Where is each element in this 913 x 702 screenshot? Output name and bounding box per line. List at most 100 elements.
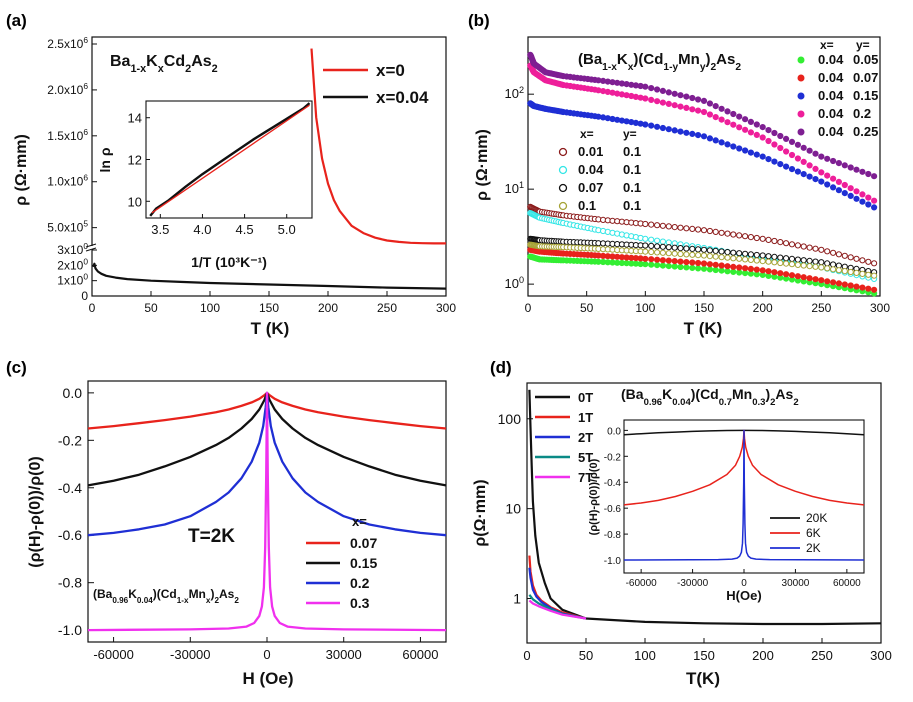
legend-x0-label: x=0: [376, 61, 405, 80]
series-b-2-point: [788, 166, 796, 173]
panel-label-d: (d): [490, 358, 512, 377]
series-b-0-point: [671, 263, 678, 270]
series-b-2-point: [677, 128, 684, 135]
series-b-1-point: [771, 269, 778, 276]
series-b-5-point: [759, 235, 766, 242]
series-b-7-point: [659, 243, 667, 250]
legend-b-xval-1: 0.04: [818, 70, 844, 85]
series-b-2-point: [824, 181, 831, 188]
series-b-5-point: [718, 229, 725, 236]
series-b-3-point: [800, 158, 807, 165]
series-b-5-point: [853, 255, 860, 262]
series-b-3-point: [835, 178, 843, 185]
series-b-1-point: [736, 264, 743, 271]
series-b-8-point: [830, 266, 837, 273]
series-b-3-point: [865, 194, 872, 201]
series-b-8-point: [689, 251, 696, 258]
panel-d-y-ticklabel-0: 1: [513, 591, 521, 607]
panel-a-x-ticklabel-2: 100: [200, 301, 220, 315]
panel-a-yu-ticklabel-1: 1.0x106: [47, 173, 88, 189]
series-b-1-point: [659, 257, 667, 264]
legend-d-label-1: 1T: [578, 410, 593, 425]
series-b-8-point: [718, 254, 725, 261]
series-b-3: [527, 62, 878, 204]
panel-a-axis-break-2: [85, 247, 97, 252]
series-b-7-point: [800, 257, 807, 264]
series-b-7-point: [712, 247, 719, 254]
legend-b-yval-3: 0.2: [853, 106, 871, 121]
series-b-8-point: [742, 256, 749, 263]
series-b-7-point: [806, 257, 813, 264]
series-b-1-point: [706, 261, 714, 268]
panel-c-y-ticklabel-4: -0.8: [58, 575, 82, 591]
legend-b-header-x: x=: [820, 38, 834, 52]
series-b-5-point: [835, 251, 843, 258]
series-b-3-point: [788, 151, 796, 159]
series-b-8-point: [753, 257, 760, 264]
series-b-2-point: [671, 127, 678, 134]
series-b-4-point: [695, 96, 702, 103]
series-b-8-point: [700, 252, 708, 259]
series-d-4-line: [528, 599, 587, 620]
panel-a-axis-break-gap: [86, 246, 96, 250]
series-x004-line: [92, 262, 447, 290]
series-b-8-point: [659, 249, 667, 256]
series-b-4-point: [665, 89, 672, 96]
series-b-5-point: [806, 244, 813, 251]
panel-b-x-ticklabel-1: 50: [580, 301, 594, 315]
series-b-7-point: [736, 250, 743, 257]
legend-c-header: x=: [352, 514, 367, 529]
panel-c-y-ticklabel-0: 0.0: [63, 385, 83, 401]
inset-d-y-ticklabel-1: -0.2: [604, 452, 622, 463]
inset-d-y-ticklabel-2: -0.4: [604, 478, 622, 489]
series-b-0: [527, 253, 878, 297]
series-b-4-point: [871, 173, 878, 180]
panel-label-c: (c): [6, 358, 27, 377]
legend-b2-swatch-7: [558, 183, 568, 193]
series-b-0-point: [677, 263, 684, 271]
panel-b-y-ticklabel-0: 100: [504, 275, 524, 291]
series-b-7-point: [654, 243, 661, 250]
series-b-5-point: [724, 230, 731, 237]
series-d-1-line: [528, 555, 587, 620]
series-b-0-point: [659, 262, 667, 269]
series-b-1-point: [806, 275, 813, 282]
panel-d-x-ticklabel-5: 250: [811, 648, 833, 663]
series-b-5-point: [771, 237, 778, 245]
inset-d-series-2-line: [623, 429, 865, 561]
series-b-2-point: [794, 168, 802, 175]
series-b-5-point: [677, 224, 684, 231]
series-b-1-point: [800, 274, 807, 281]
series-b-7-point: [671, 244, 678, 251]
series-b-2-point: [759, 153, 766, 160]
panel-a-yu-ticklabel-0: 5.0x105: [47, 219, 88, 235]
series-b-2-point: [718, 139, 725, 146]
series-b-4-point: [677, 92, 684, 99]
inset-a-y-ticklabel-2: 14: [128, 111, 142, 126]
panel-a-yu-ticklabel-4: 2.5x106: [47, 35, 88, 51]
series-b-1-point: [700, 260, 708, 267]
series-b-1-point: [648, 256, 655, 263]
series-b-3-point: [847, 185, 854, 192]
legend-b-header-y: y=: [856, 38, 870, 52]
series-b-1-point: [812, 276, 819, 283]
series-b-8-point: [706, 253, 714, 260]
series-b-3-point: [677, 103, 684, 110]
series-b-3-point: [794, 155, 802, 162]
legend-b2-xval-6: 0.04: [578, 162, 604, 177]
panel-b-y-ticklabel-2: 102: [504, 85, 524, 101]
series-b-7-point: [724, 249, 731, 256]
legend-d-label-2: 2T: [578, 430, 593, 445]
panel-a-yl-ticklabel-1: 1x100: [57, 272, 88, 288]
series-b-8-point: [865, 271, 872, 278]
series-b-2-point: [818, 178, 825, 185]
inset-d-legend-label-0: 20K: [806, 511, 827, 525]
panel-a-xlabel: T (K): [251, 319, 290, 338]
series-b-4-point: [841, 162, 848, 169]
legend-b-xval-4: 0.04: [818, 124, 844, 139]
series-b-5-point: [689, 225, 696, 232]
panel-a-x-ticklabel-0: 0: [89, 301, 96, 315]
series-b-1-point: [665, 257, 672, 264]
series-b-4-point: [736, 113, 743, 120]
series-b-2-point: [665, 126, 672, 133]
